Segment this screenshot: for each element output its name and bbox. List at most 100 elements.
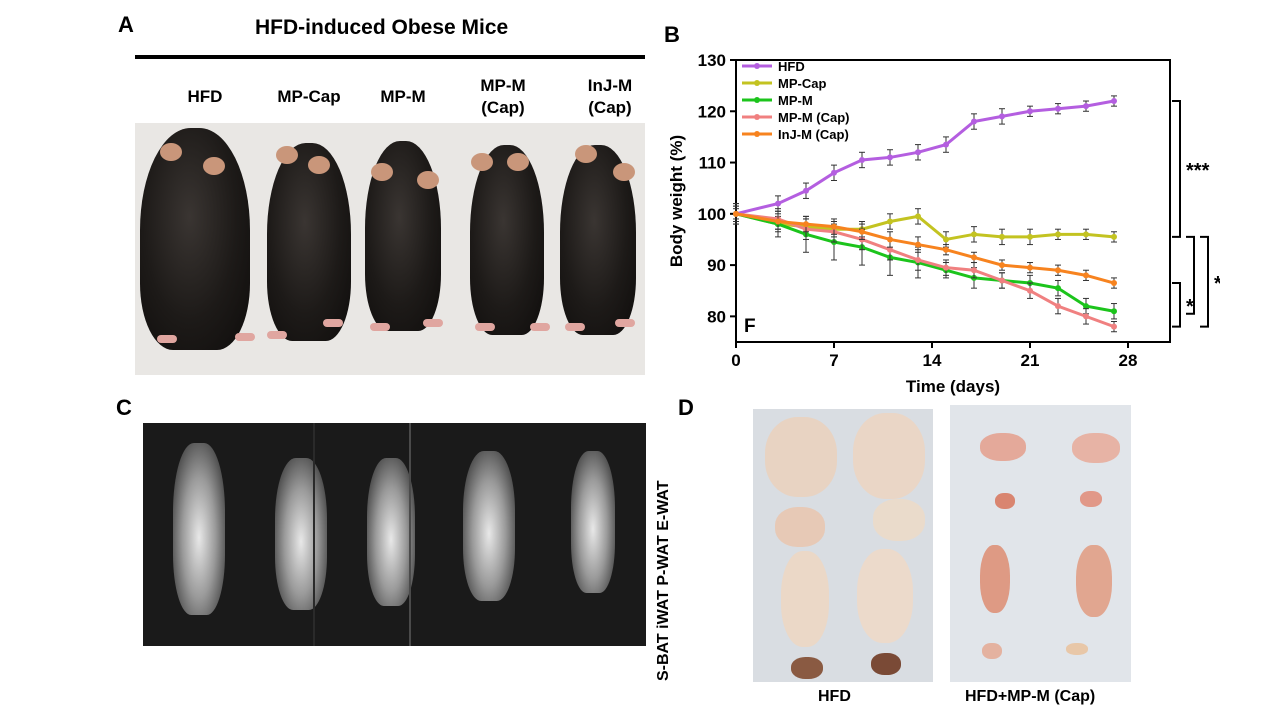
data-point [915,149,921,156]
mri-mouse-hfd [173,443,225,615]
data-point [803,221,809,228]
data-point [859,228,865,235]
fat-sbat [871,653,901,675]
data-point [943,264,949,271]
legend-label: MP-M [778,93,813,108]
data-point [1055,105,1061,112]
data-point [999,277,1005,284]
data-point [1111,308,1117,315]
data-point [1083,103,1089,110]
fat-iwat [1076,545,1112,617]
fat-ewat [1072,433,1120,463]
x-tick-label: 7 [829,351,838,370]
legend-marker [754,63,760,69]
significance-bracket [1186,235,1195,315]
data-point [1083,272,1089,279]
mri-scan-image [143,423,646,646]
mri-mouse-mp-m [367,458,415,606]
fat-pwat [775,507,825,547]
mouse-ear [203,157,225,175]
data-point [887,154,893,161]
mouse-paw [370,323,390,331]
mri-mouse-inj-m-cap [571,451,615,593]
corner-label: F [744,316,756,337]
fat-iwat [857,549,913,643]
mouse-paw [475,323,495,331]
mouse-ear [308,156,330,174]
data-point [1111,280,1117,287]
significance-bracket [1172,100,1181,238]
mouse-paw [615,319,635,327]
legend-label: HFD [778,59,805,74]
y-tick-label: 130 [698,51,726,70]
x-tick-label: 21 [1021,351,1040,370]
mri-mouse-mp-m-cap [463,451,515,601]
fat-iwat [781,551,829,647]
mouse-ear [417,171,439,189]
data-point [733,210,739,217]
y-tick-label: 120 [698,102,726,121]
data-point [1027,287,1033,294]
panel-c-letter: C [116,395,132,420]
chart-significance-brackets: ******* [1172,100,1220,328]
group-label-line1: InJ-M [587,76,633,95]
plot-frame [735,59,1171,343]
legend-marker [754,97,760,103]
data-point [1027,108,1033,115]
fat-iwat [980,545,1010,613]
legend-label: MP-Cap [778,76,826,91]
data-point [943,141,949,148]
mouse-ear [507,153,529,171]
data-point [831,169,837,176]
panel-d-letter: D [678,395,694,420]
mouse-ear [471,153,493,171]
group-label-line1: MP-M [480,76,526,95]
mouse-mp-cap [267,143,351,341]
data-point [1055,285,1061,292]
data-point [887,246,893,253]
group-label-line2: (Cap) [588,98,632,117]
fat-photo-hfd-mp-m-cap [950,405,1131,682]
x-tick-label: 0 [731,351,740,370]
fat-pwat [995,493,1015,509]
series-line [735,212,1115,329]
series-mp-cap [733,205,1117,248]
data-point [775,218,781,225]
series-inj-m-cap- [733,208,1117,289]
x-tick-label: 28 [1119,351,1138,370]
mouse-ear [575,145,597,163]
mri-divider [409,423,411,646]
mouse-paw [565,323,585,331]
mouse-paw [323,319,343,327]
data-point [831,223,837,230]
data-point [1083,313,1089,320]
data-point [943,236,949,243]
legend-label: MP-M (Cap) [778,110,850,125]
significance-label: *** [1186,160,1210,182]
mouse-ear [613,163,635,181]
mice-photo [135,123,645,375]
legend-marker [754,80,760,86]
data-point [971,254,977,261]
body-weight-chart: 80 90 100 110 120 130 0 7 14 21 28 Time (days) Body … [667,51,1220,396]
series-line [735,99,1115,216]
data-point [887,218,893,225]
data-point [915,256,921,263]
significance-bracket [1172,282,1181,328]
legend-label: InJ-M (Cap) [778,127,849,142]
group-label-mp-cap: MP-Cap [266,86,352,108]
y-tick-label: 110 [699,154,726,173]
mouse-ear [371,163,393,181]
data-point [1111,233,1117,240]
mri-mouse-mp-cap [275,458,327,610]
data-point [1055,267,1061,274]
group-label-mp-m: MP-M [368,86,438,108]
panel-b-letter: B [664,22,680,47]
data-point [1083,303,1089,310]
series-line [735,212,1115,285]
data-point [999,262,1005,269]
group-label-line1: MP-Cap [277,87,341,106]
fat-photo-hfd [753,409,933,682]
group-label-inj-m-cap: InJ-M (Cap) [570,75,650,119]
significance-bracket [1200,235,1209,328]
